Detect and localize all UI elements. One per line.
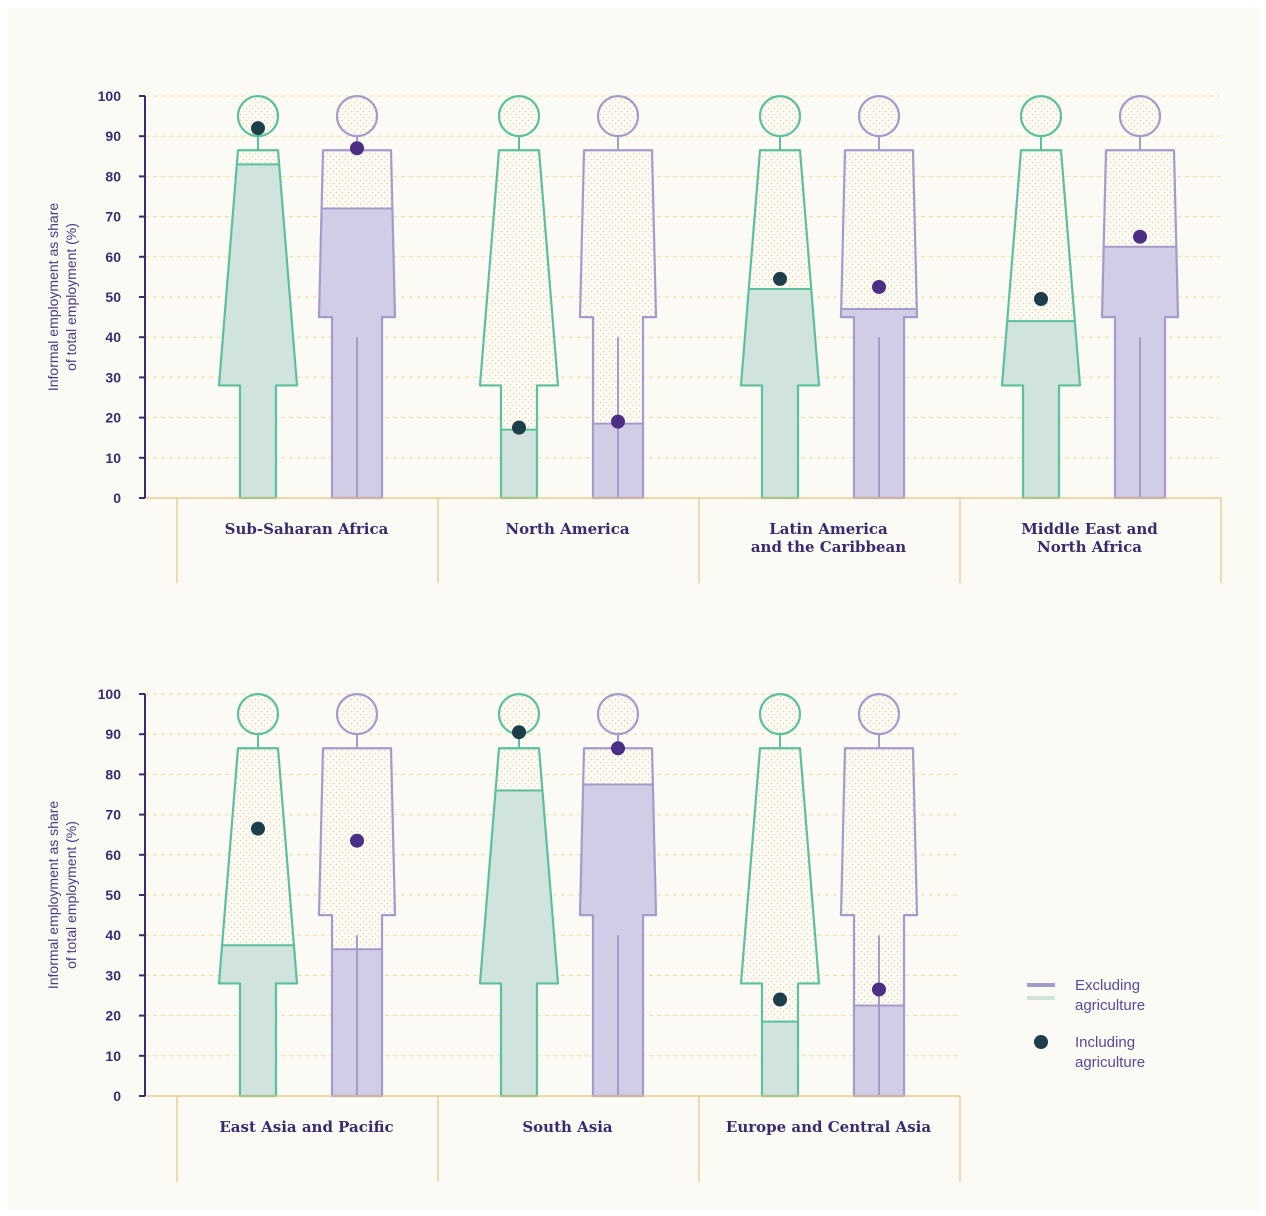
category-label: and the Caribbean xyxy=(751,538,906,556)
man-including-agriculture-dot xyxy=(350,141,364,156)
woman-body-background xyxy=(219,748,297,1096)
chart-root: 0 10 20 30 40 50 60 70 80 90 100 Informal employmen… xyxy=(8,8,1260,1210)
man-head xyxy=(335,94,379,138)
figures-layer xyxy=(217,94,1180,1098)
category-label: Europe and Central Asia xyxy=(726,1118,931,1136)
y-tick-label: 80 xyxy=(105,766,121,782)
legend: Excluding agriculture Including agricult… xyxy=(1027,977,1145,1071)
legend-excluding-label-1: Excluding xyxy=(1075,977,1140,994)
woman-excluding-agriculture-fill xyxy=(219,164,297,498)
woman-including-agriculture-dot xyxy=(1034,292,1048,307)
category-label: Latin America xyxy=(769,520,888,538)
woman-head xyxy=(758,94,802,138)
woman-excluding-agriculture-fill xyxy=(480,790,558,1096)
woman-including-agriculture-dot xyxy=(251,121,265,136)
woman-body-background xyxy=(741,748,819,1096)
woman-including-agriculture-dot xyxy=(251,821,265,836)
y-tick-label: 30 xyxy=(105,967,121,983)
woman-excluding-agriculture-fill xyxy=(1002,321,1080,498)
category-label: South Asia xyxy=(522,1118,613,1136)
man-including-agriculture-dot xyxy=(611,741,625,756)
y-tick-label: 10 xyxy=(105,450,121,466)
man-body-background xyxy=(580,150,656,498)
man-including-agriculture-dot xyxy=(872,982,886,997)
woman-including-agriculture-dot xyxy=(773,992,787,1007)
y-axis-label-line-2: of total employment (%) xyxy=(63,223,79,371)
y-tick-label: 30 xyxy=(105,369,121,385)
y-tick-label: 0 xyxy=(113,490,121,506)
woman-head xyxy=(758,692,802,736)
y-tick-label: 50 xyxy=(105,289,121,305)
man-head xyxy=(857,94,901,138)
y-tick-label: 50 xyxy=(105,887,121,903)
y-axis-label-line-1: Informal employment as share xyxy=(45,801,61,990)
category-label: North Africa xyxy=(1037,538,1142,556)
category-label: North America xyxy=(505,520,629,538)
y-axis-label-line-1: Informal employment as share xyxy=(45,203,61,392)
y-tick-label: 0 xyxy=(113,1088,121,1104)
woman-head xyxy=(497,94,541,138)
woman-excluding-agriculture-fill xyxy=(501,429,537,498)
y-tick-label: 100 xyxy=(98,686,122,702)
y-tick-label: 10 xyxy=(105,1048,121,1064)
woman-head xyxy=(1019,94,1063,138)
woman-excluding-agriculture-fill xyxy=(762,1021,798,1096)
woman-excluding-agriculture-fill xyxy=(219,945,297,1096)
y-axis-label-line-2: of total employment (%) xyxy=(63,821,79,969)
woman-including-agriculture-dot xyxy=(773,271,787,286)
woman-head xyxy=(236,692,280,736)
y-tick-label: 70 xyxy=(105,807,121,823)
y-tick-label: 40 xyxy=(105,927,121,943)
man-head xyxy=(596,692,640,736)
legend-including-label-1: Including xyxy=(1075,1034,1135,1051)
y-tick-label: 20 xyxy=(105,1008,121,1024)
woman-including-agriculture-dot xyxy=(512,725,526,740)
y-tick-label: 40 xyxy=(105,329,121,345)
woman-head xyxy=(236,94,280,138)
y-tick-label: 90 xyxy=(105,128,121,144)
y-tick-label: 80 xyxy=(105,168,121,184)
man-including-agriculture-dot xyxy=(611,414,625,429)
category-label: East Asia and Pacific xyxy=(219,1118,393,1136)
man-including-agriculture-dot xyxy=(872,279,886,294)
legend-including-dot xyxy=(1034,1035,1048,1049)
y-tick-label: 20 xyxy=(105,410,121,426)
y-tick-label: 60 xyxy=(105,847,121,863)
legend-excluding-label-2: agriculture xyxy=(1075,997,1145,1014)
legend-including-label-2: agriculture xyxy=(1075,1054,1145,1071)
woman-including-agriculture-dot xyxy=(512,420,526,435)
man-head xyxy=(1118,94,1162,138)
y-tick-label: 100 xyxy=(98,88,122,104)
y-tick-label: 70 xyxy=(105,209,121,225)
man-including-agriculture-dot xyxy=(1133,229,1147,244)
y-tick-label: 90 xyxy=(105,726,121,742)
man-including-agriculture-dot xyxy=(350,833,364,848)
woman-body-background xyxy=(480,150,558,498)
man-head xyxy=(596,94,640,138)
y-tick-label: 60 xyxy=(105,249,121,265)
category-label: Middle East and xyxy=(1021,520,1158,538)
man-head xyxy=(335,692,379,736)
woman-excluding-agriculture-fill xyxy=(741,288,819,498)
man-head xyxy=(857,692,901,736)
category-label: Sub-Saharan Africa xyxy=(225,520,389,538)
